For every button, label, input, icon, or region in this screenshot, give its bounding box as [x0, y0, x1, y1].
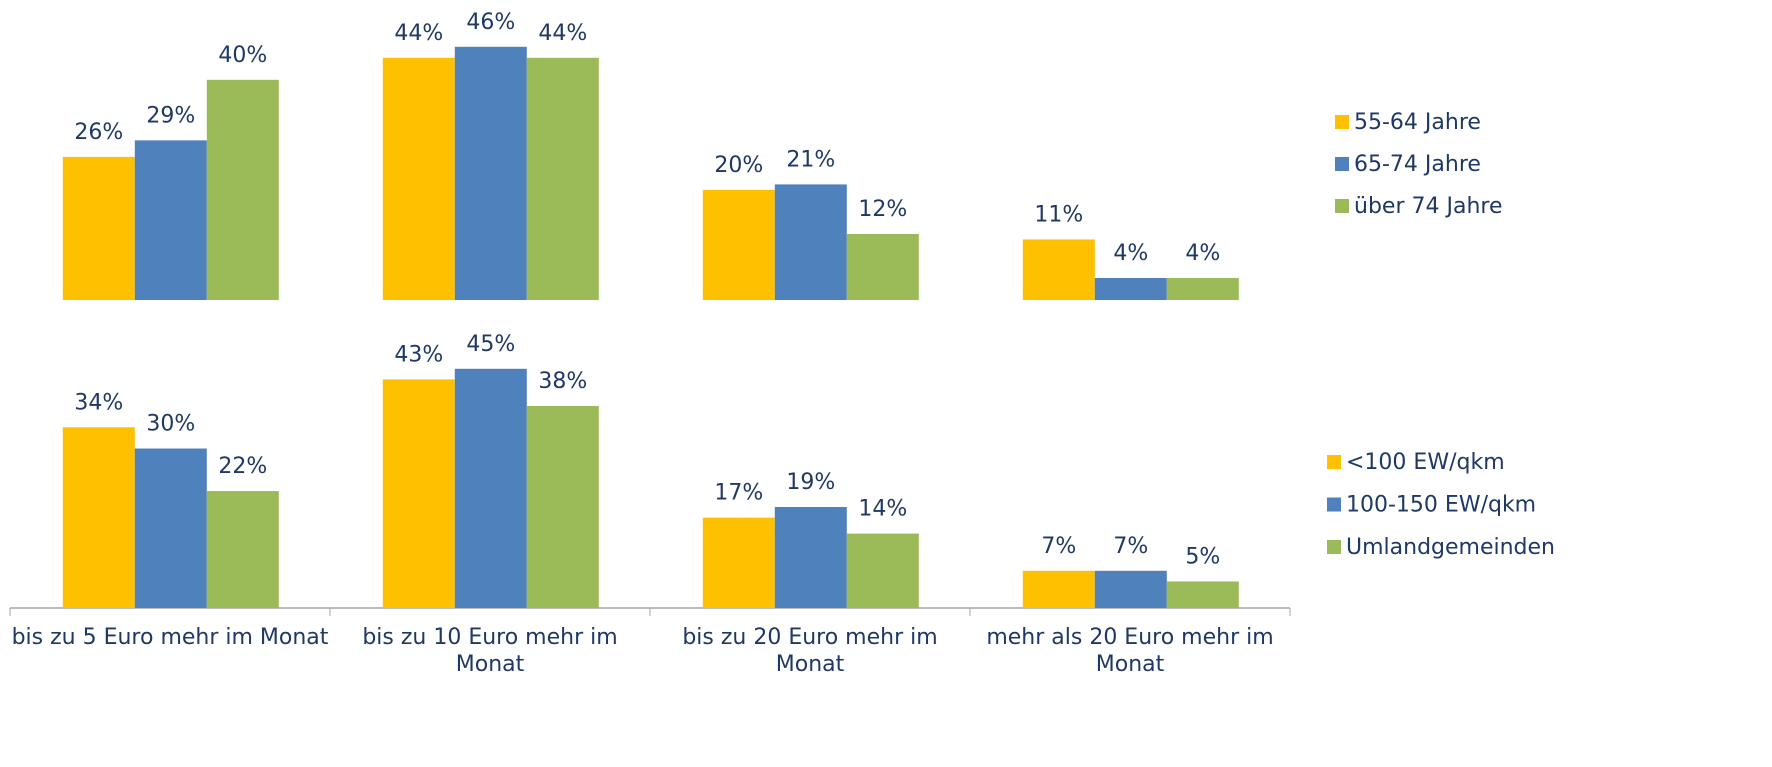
data-label: 4% — [1185, 241, 1220, 266]
bar — [454, 368, 527, 608]
legend-label: 100-150 EW/qkm — [1346, 493, 1536, 518]
bar — [62, 156, 135, 300]
bar — [774, 507, 847, 608]
data-label: 44% — [538, 21, 587, 46]
data-label: 26% — [74, 120, 123, 145]
data-label: 14% — [858, 497, 907, 522]
data-label: 45% — [466, 332, 515, 357]
data-label: 7% — [1041, 534, 1076, 559]
data-label: 17% — [714, 481, 763, 506]
x-tick-label: bis zu 10 Euro mehr im Monat — [362, 625, 618, 677]
bar — [1166, 277, 1239, 300]
data-label: 44% — [394, 21, 443, 46]
legend-label: Umlandgemeinden — [1346, 535, 1555, 560]
legend-swatch — [1327, 455, 1341, 469]
x-tick-label: bis zu 5 Euro mehr im Monat — [11, 625, 329, 650]
bar — [526, 406, 599, 608]
bar — [62, 427, 135, 608]
legend-swatch — [1335, 115, 1349, 129]
data-label: 12% — [858, 197, 907, 222]
bar — [1022, 239, 1095, 300]
bar — [526, 57, 599, 301]
legend-label: 55-64 Jahre — [1354, 110, 1481, 135]
data-label: 21% — [786, 147, 835, 172]
bar — [134, 448, 207, 608]
legend-label: <100 EW/qkm — [1346, 450, 1505, 475]
legend-label: über 74 Jahre — [1354, 194, 1502, 219]
data-label: 46% — [466, 10, 515, 35]
data-label: 30% — [146, 412, 195, 437]
bar — [382, 57, 455, 301]
legend-swatch — [1335, 157, 1349, 171]
data-label: 4% — [1113, 241, 1148, 266]
bar — [1022, 570, 1095, 608]
legend-swatch — [1327, 497, 1341, 512]
bar — [1094, 277, 1167, 300]
bar — [846, 233, 919, 300]
bar — [846, 533, 919, 608]
data-label: 38% — [538, 369, 587, 394]
legend-swatch — [1327, 540, 1341, 554]
x-tick-label: mehr als 20 Euro mehr im Monat — [986, 625, 1274, 677]
data-label: 20% — [714, 153, 763, 178]
bar — [206, 79, 279, 300]
data-label: 22% — [218, 454, 267, 479]
data-label: 7% — [1113, 534, 1148, 559]
bar — [382, 379, 455, 608]
data-label: 29% — [146, 103, 195, 128]
data-label: 19% — [786, 470, 835, 495]
data-label: 40% — [218, 43, 267, 68]
data-label: 34% — [74, 390, 123, 415]
bar — [702, 517, 775, 608]
x-tick-label: bis zu 20 Euro mehr im Monat — [682, 625, 938, 677]
bar — [1166, 581, 1239, 608]
bar — [774, 184, 847, 300]
bar — [702, 189, 775, 300]
bar — [454, 46, 527, 301]
bar — [1094, 570, 1167, 608]
bar — [206, 491, 279, 608]
data-label: 11% — [1034, 202, 1083, 227]
legend-swatch — [1335, 199, 1349, 213]
legend-label: 65-74 Jahre — [1354, 152, 1481, 177]
bar — [134, 140, 207, 300]
data-label: 5% — [1185, 544, 1220, 569]
data-label: 43% — [394, 342, 443, 367]
